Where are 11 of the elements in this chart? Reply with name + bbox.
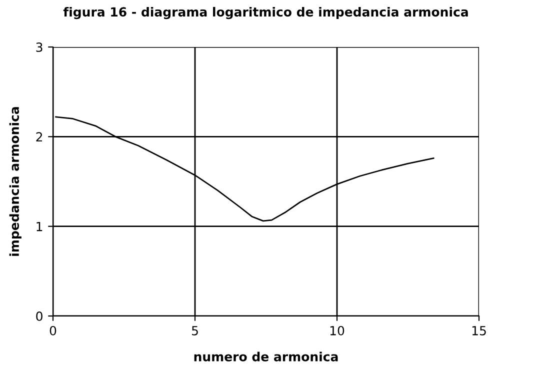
- x-tick-label: 5: [192, 326, 198, 336]
- y-tick-label: 1: [36, 222, 42, 232]
- y-axis-title: impedancia armonica: [9, 107, 22, 256]
- y-tick-label: 3: [36, 42, 42, 52]
- x-tick-label: 10: [330, 326, 344, 336]
- x-tick-label: 15: [472, 326, 486, 336]
- chart-title: figura 16 - diagrama logaritmico de impedancia armonica: [63, 6, 468, 20]
- y-tick-label: 0: [36, 311, 42, 321]
- x-axis-title: numero de armonica: [194, 352, 338, 362]
- x-tick-label: 0: [50, 326, 56, 336]
- y-tick-label: 2: [36, 132, 42, 142]
